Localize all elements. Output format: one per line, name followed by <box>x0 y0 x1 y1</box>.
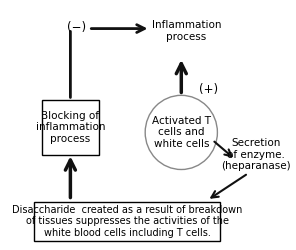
Text: Blocking of
inflammation
process: Blocking of inflammation process <box>36 111 105 144</box>
Ellipse shape <box>145 95 217 170</box>
Text: Secretion
of enzyme.
(heparanase): Secretion of enzyme. (heparanase) <box>221 138 291 171</box>
Text: Activated T
cells and
white cells: Activated T cells and white cells <box>152 116 211 149</box>
Text: (−): (−) <box>67 21 86 34</box>
Text: Inflammation
process: Inflammation process <box>152 20 221 42</box>
FancyBboxPatch shape <box>42 100 99 155</box>
FancyBboxPatch shape <box>34 202 220 241</box>
Text: Disaccharide  created as a result of breakdown
of tissues suppresses the activit: Disaccharide created as a result of brea… <box>12 205 242 238</box>
Text: (+): (+) <box>199 83 218 96</box>
